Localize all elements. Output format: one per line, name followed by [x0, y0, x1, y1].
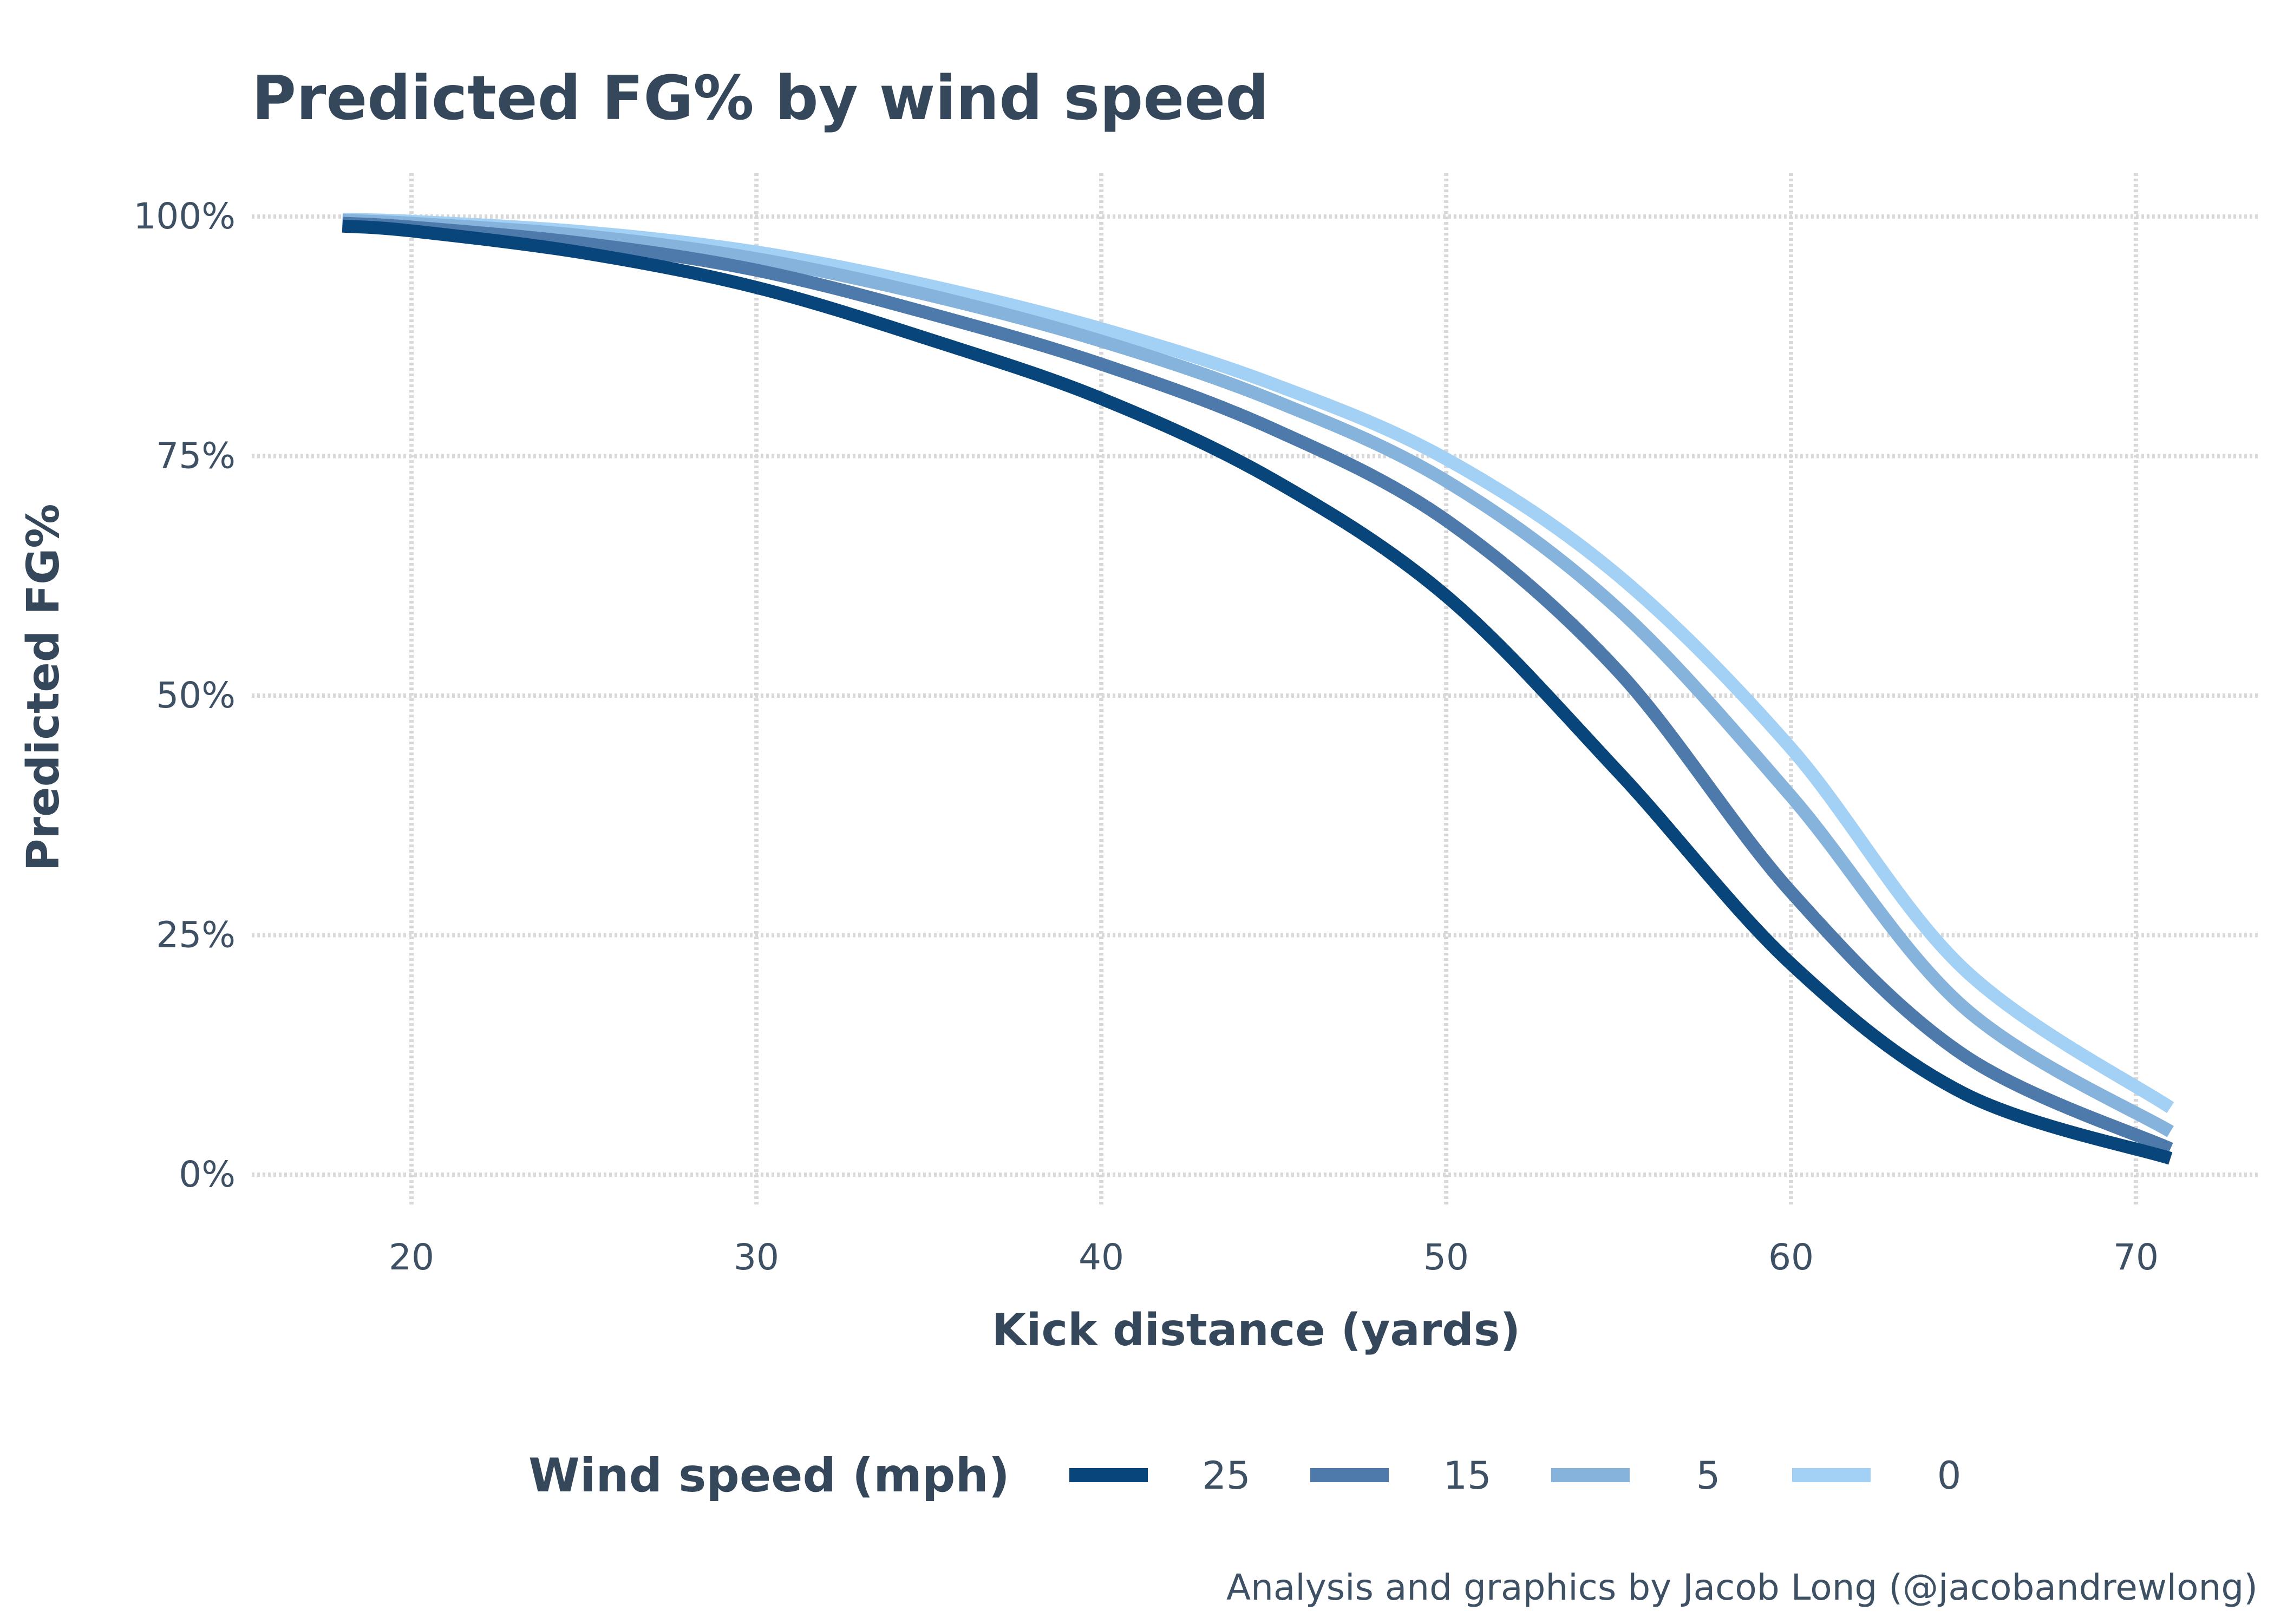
- legend-label-5: 5: [1696, 1453, 1721, 1498]
- legend-label-15: 15: [1443, 1453, 1491, 1498]
- y-tick-label: 75%: [156, 435, 236, 477]
- x-axis-ticks: 20 30 40 50 60 70: [389, 1236, 2159, 1278]
- x-tick-label: 40: [1079, 1236, 1124, 1278]
- gridlines: [252, 173, 2258, 1207]
- x-tick-label: 20: [389, 1236, 434, 1278]
- series-line-25: [342, 219, 2173, 1165]
- y-tick-label: 25%: [156, 914, 236, 956]
- series-lines: [342, 213, 2174, 1165]
- x-tick-label: 60: [1768, 1236, 1814, 1278]
- legend-title: Wind speed (mph): [528, 1449, 1010, 1503]
- caption: Analysis and graphics by Jacob Long (@ja…: [1226, 1567, 2258, 1608]
- y-tick-label: 0%: [179, 1154, 236, 1195]
- y-axis-title: Predicted FG%: [18, 503, 69, 871]
- series-line-15: [342, 217, 2173, 1155]
- chart-title: Predicted FG% by wind speed: [252, 63, 1269, 134]
- legend: Wind speed (mph) 25 15 5 0: [528, 1449, 1961, 1503]
- legend-label-0: 0: [1937, 1453, 1962, 1498]
- x-tick-label: 70: [2113, 1236, 2159, 1278]
- y-axis-ticks: 0% 25% 50% 75% 100%: [133, 195, 236, 1195]
- series-line-0: [342, 213, 2174, 1114]
- x-tick-label: 50: [1423, 1236, 1469, 1278]
- x-tick-label: 30: [734, 1236, 779, 1278]
- series-line-5: [342, 214, 2174, 1137]
- y-tick-label: 50%: [156, 675, 236, 716]
- x-axis-title: Kick distance (yards): [992, 1305, 1520, 1356]
- y-tick-label: 100%: [133, 195, 236, 237]
- legend-label-25: 25: [1202, 1453, 1250, 1498]
